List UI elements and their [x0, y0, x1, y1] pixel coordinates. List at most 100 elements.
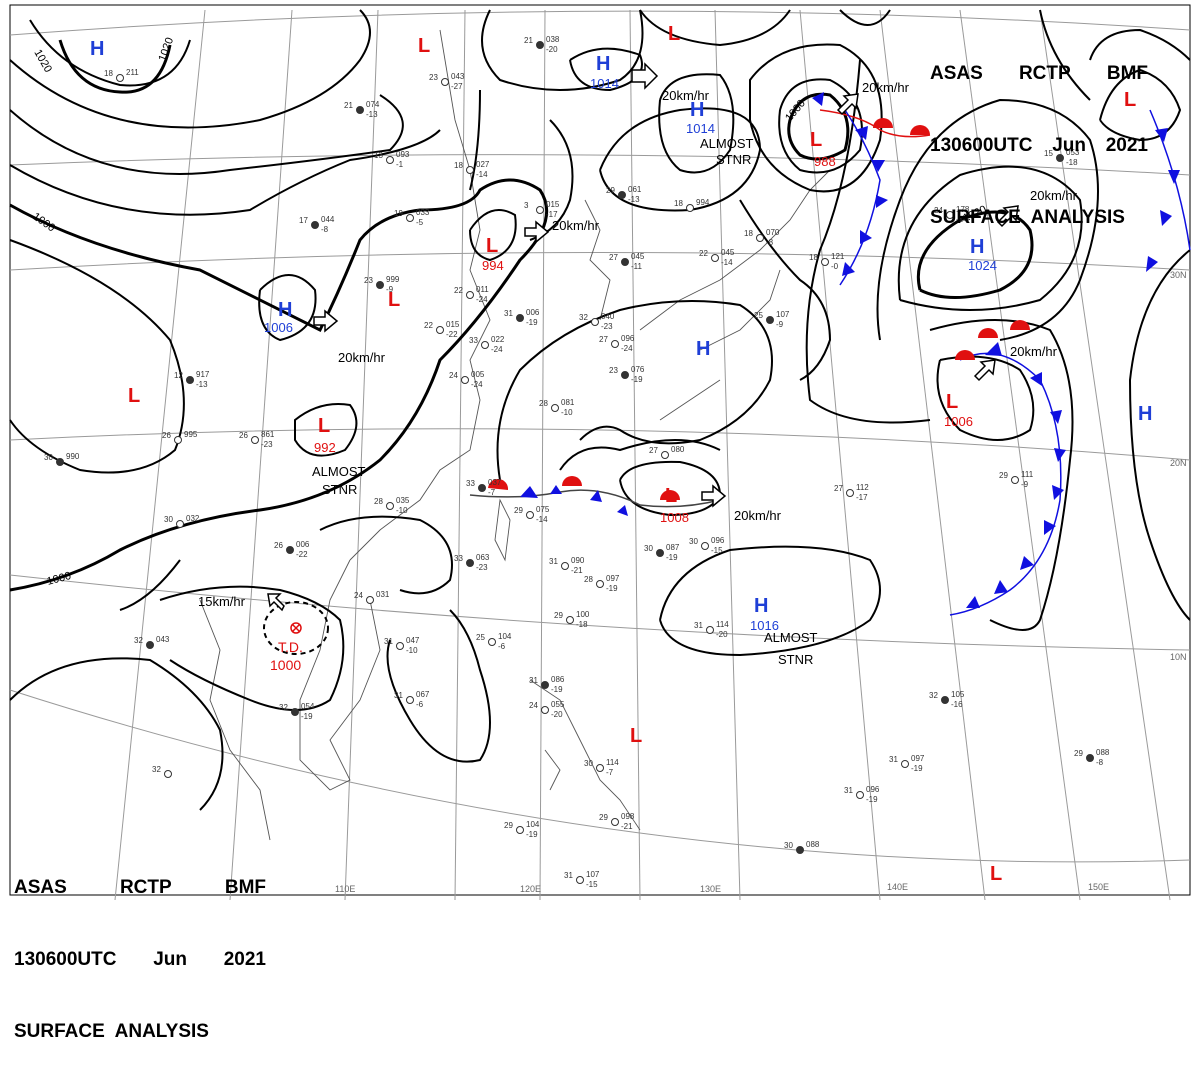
- station-tendency: -23: [601, 322, 613, 331]
- isobar-value: 1000: [46, 570, 73, 588]
- station-marker: [56, 458, 64, 466]
- station-marker: [396, 642, 404, 650]
- isobar: [29, 19, 191, 87]
- station-plot: 24 178-14: [934, 205, 970, 224]
- station-marker: [796, 846, 804, 854]
- cold-front-tri: [1030, 372, 1042, 386]
- station-tendency: -19: [911, 764, 923, 773]
- station-plot: 19 033-5: [394, 208, 430, 227]
- station-temp: 31: [694, 621, 703, 630]
- station-temp: 23: [364, 276, 373, 285]
- station-plot: 22 011-24: [454, 285, 489, 304]
- station-temp: 32: [579, 313, 588, 322]
- station-marker: [516, 314, 524, 322]
- header-line1-a: ASAS: [930, 63, 983, 84]
- station-temp: 23: [429, 73, 438, 82]
- cold-front-tri: [1146, 256, 1158, 272]
- warm-front-bump: [562, 476, 582, 486]
- warm-front-bump: [873, 118, 893, 128]
- station-temp: 24: [354, 591, 363, 600]
- station-tendency: -6: [416, 700, 424, 709]
- isobar: [659, 545, 881, 657]
- station-pressure: 076: [631, 365, 645, 374]
- station-marker: [386, 156, 394, 164]
- motion-arrows: [267, 62, 1019, 612]
- station-marker: [656, 549, 664, 557]
- motion-label: 20km/hr: [1030, 188, 1078, 203]
- station-plot: 21 074-13: [344, 100, 380, 119]
- parallel-line: [9, 428, 1191, 461]
- stnr-label: ALMOST: [700, 136, 754, 151]
- station-tendency: -19: [301, 712, 313, 721]
- station-marker: [856, 791, 864, 799]
- station-tendency: -17: [856, 493, 868, 502]
- station-plot: 31 096-19: [844, 785, 880, 804]
- isobar: [469, 209, 517, 262]
- station-plot: 25 107-9: [754, 310, 790, 329]
- station-pressure: 047: [406, 636, 420, 645]
- station-pressure: 097: [911, 754, 925, 763]
- isobar: [9, 129, 441, 216]
- station-marker: [406, 696, 414, 704]
- station-marker: [536, 206, 544, 214]
- isobar: [58, 39, 172, 94]
- station-plot: 31 067-6: [394, 690, 430, 709]
- station-marker: [706, 626, 714, 634]
- cold-front-tri: [1044, 520, 1056, 535]
- station-temp: 26: [239, 431, 248, 440]
- station-temp: 29: [1074, 749, 1083, 758]
- station-tendency: -20: [546, 45, 558, 54]
- station-tendency: -13: [628, 195, 640, 204]
- motion-label: 20km/hr: [862, 80, 910, 95]
- high-pressure: 1014: [686, 121, 715, 136]
- station-marker: [576, 876, 584, 884]
- front-far-east: [1146, 109, 1191, 272]
- station-pressure: 211: [126, 68, 139, 77]
- station-temp: 31: [889, 755, 898, 764]
- station-plot: 32 105-16: [929, 690, 965, 709]
- cold-front-tri: [872, 160, 885, 172]
- grid-labels: 110E 120E 130E 140E 150E 30N 20N 10N: [335, 270, 1187, 894]
- station-tendency: -14: [956, 215, 968, 224]
- station-plot: 28 035-10: [374, 496, 410, 515]
- station-plot: 31 090-21: [549, 556, 585, 575]
- station-temp: 31: [549, 557, 558, 566]
- high-centers: H H 1014 H 1014 H 1024 H 1006 H H H 1016: [90, 38, 1152, 633]
- station-pressure: 035: [396, 496, 410, 505]
- station-tendency: -9: [776, 320, 784, 329]
- warm-front-bump: [955, 350, 975, 360]
- parallel-line: [9, 252, 1191, 271]
- station-tendency: -21: [621, 822, 633, 831]
- station-pressure: 104: [498, 632, 512, 641]
- station-marker: [661, 451, 669, 459]
- motion-label: 20km/hr: [1010, 344, 1058, 359]
- station-temp: 29: [504, 821, 513, 830]
- station-tendency: -21: [571, 566, 583, 575]
- station-plot: 17 044-8: [299, 215, 335, 234]
- station-plot: 32 043: [134, 635, 170, 649]
- station-plot: 15 053-18: [1044, 148, 1080, 167]
- station-plot: 24 055-20: [529, 700, 565, 719]
- td-symbol: [290, 622, 302, 634]
- station-temp: 31: [564, 871, 573, 880]
- station-plot: 23 043-27: [429, 72, 465, 91]
- station-temp: 28: [539, 399, 548, 408]
- station-pressure: 055: [551, 700, 565, 709]
- station-temp: 33: [469, 336, 478, 345]
- station-plot: 18 121-0: [809, 252, 845, 271]
- station-marker: [481, 341, 489, 349]
- isobar: [805, 59, 931, 424]
- station-tendency: -19: [526, 318, 538, 327]
- station-temp: 22: [424, 321, 433, 330]
- station-marker: [618, 191, 626, 199]
- station-plot: 24 005-24: [449, 370, 485, 389]
- header-line1-b: RCTP: [119, 877, 172, 898]
- station-marker: [291, 708, 299, 716]
- high-marker: H: [970, 236, 984, 258]
- isobar: [929, 319, 1074, 631]
- station-temp: 22: [454, 286, 463, 295]
- station-temp: 30: [784, 841, 793, 850]
- cold-front-tri: [1050, 410, 1062, 424]
- station-tendency: -10: [396, 506, 408, 515]
- isobar: [1089, 28, 1191, 61]
